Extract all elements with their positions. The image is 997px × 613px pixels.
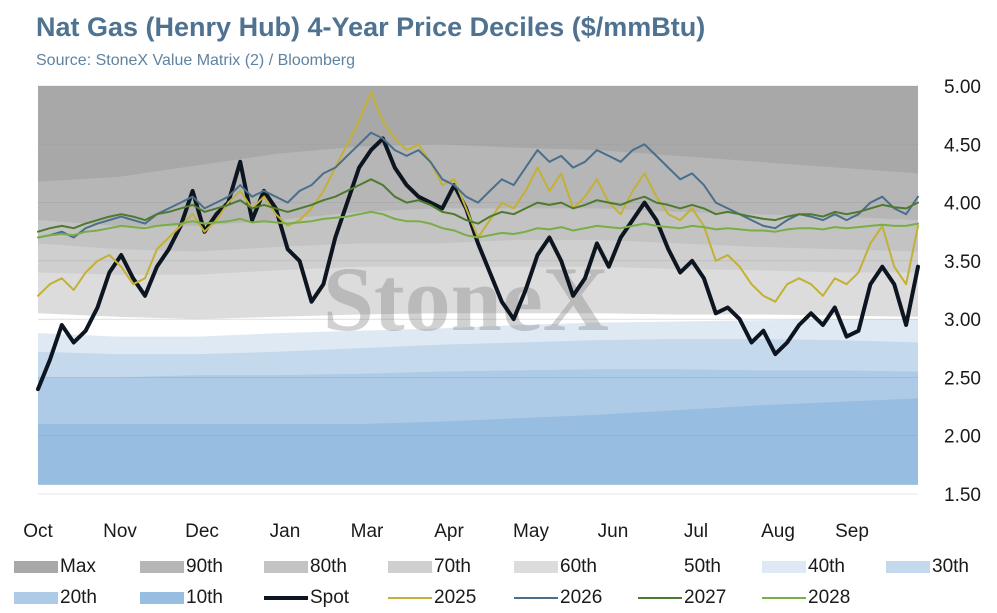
x-tick-label: Aug (761, 521, 795, 542)
legend-swatch (388, 597, 432, 599)
legend-swatch (388, 561, 432, 573)
series-spot (36, 136, 920, 392)
legend-item-2025: 2025 (388, 587, 476, 609)
legend-item-2028: 2028 (762, 587, 850, 609)
y-tick-label: 3.00 (944, 310, 981, 331)
legend-item-40th: 40th (762, 556, 845, 578)
legend-item-90th: 90th (140, 556, 223, 578)
legend-item-70th: 70th (388, 556, 471, 578)
x-tick-label: Jan (270, 521, 301, 542)
chart-svg: StoneX 1.50 2.00 2.50 3.00 3.50 4.00 4.50 5.00 Oc… (23, 77, 981, 542)
legend-label: 2027 (684, 587, 727, 608)
series-2026 (37, 131, 919, 239)
legend-label: 2026 (560, 587, 603, 608)
legend-swatch (514, 597, 558, 599)
legend-item-2027: 2027 (638, 587, 726, 609)
legend-label: 10th (186, 587, 223, 608)
legend-item-30th: 30th (886, 556, 969, 578)
x-tick-label: Mar (351, 521, 384, 542)
legend-item-50th: 50th (638, 556, 721, 578)
y-tick-label: 5.00 (944, 77, 981, 98)
legend-swatch (886, 561, 930, 573)
legend-label: Max (60, 556, 96, 577)
legend-label: 70th (434, 556, 471, 577)
y-tick-label: 4.50 (944, 135, 981, 156)
band-10th (38, 398, 918, 485)
x-tick-label: Apr (434, 521, 464, 542)
x-tick-label: Dec (185, 521, 219, 542)
legend-label: 60th (560, 556, 597, 577)
y-tick-label: 2.00 (944, 427, 981, 448)
legend-item-2026: 2026 (514, 587, 602, 609)
x-tick-label: May (513, 521, 549, 542)
legend-label: 2025 (434, 587, 477, 608)
y-tick-label: 2.50 (944, 368, 981, 389)
x-tick-label: Sep (835, 521, 869, 542)
legend-item-spot: Spot (264, 587, 349, 609)
legend-swatch (762, 597, 806, 599)
legend-swatch (140, 561, 184, 573)
legend-swatch (264, 561, 308, 573)
legend-label: 20th (60, 587, 97, 608)
legend-swatch (140, 592, 184, 604)
x-tick-label: Nov (103, 521, 137, 542)
y-tick-label: 3.50 (944, 252, 981, 273)
legend-swatch (264, 596, 308, 600)
legend-item-10th: 10th (140, 587, 223, 609)
legend-label: 40th (808, 556, 845, 577)
y-tick-label: 4.00 (944, 194, 981, 215)
x-tick-label: Oct (23, 521, 53, 542)
legend-label: 90th (186, 556, 223, 577)
legend-label: 2028 (808, 587, 851, 608)
legend-swatch (638, 561, 682, 573)
legend-swatch (14, 561, 58, 573)
chart-legend: Max 90th 80th 70th 60th 50th 40th 30th 20th 10th S… (0, 553, 997, 613)
series-2028 (37, 210, 919, 239)
legend-item-80th: 80th (264, 556, 347, 578)
legend-label: 50th (684, 556, 721, 577)
legend-item-60th: 60th (514, 556, 597, 578)
chart-title: Nat Gas (Henry Hub) 4-Year Price Deciles… (36, 12, 706, 42)
x-tick-label: Jun (598, 521, 629, 542)
legend-label: 30th (932, 556, 969, 577)
legend-item-max: Max (14, 556, 96, 578)
legend-swatch (638, 597, 682, 599)
legend-label: Spot (310, 587, 350, 608)
legend-item-20th: 20th (14, 587, 97, 609)
series-2027 (37, 178, 919, 233)
x-tick-label: Jul (684, 521, 708, 542)
legend-swatch (514, 561, 558, 573)
legend-swatch (14, 592, 58, 604)
legend-label: 80th (310, 556, 347, 577)
legend-swatch (762, 561, 806, 573)
watermark: StoneX (323, 248, 609, 350)
y-tick-label: 1.50 (944, 485, 981, 506)
chart-subtitle: Source: StoneX Value Matrix (2) / Bloomb… (36, 52, 355, 69)
